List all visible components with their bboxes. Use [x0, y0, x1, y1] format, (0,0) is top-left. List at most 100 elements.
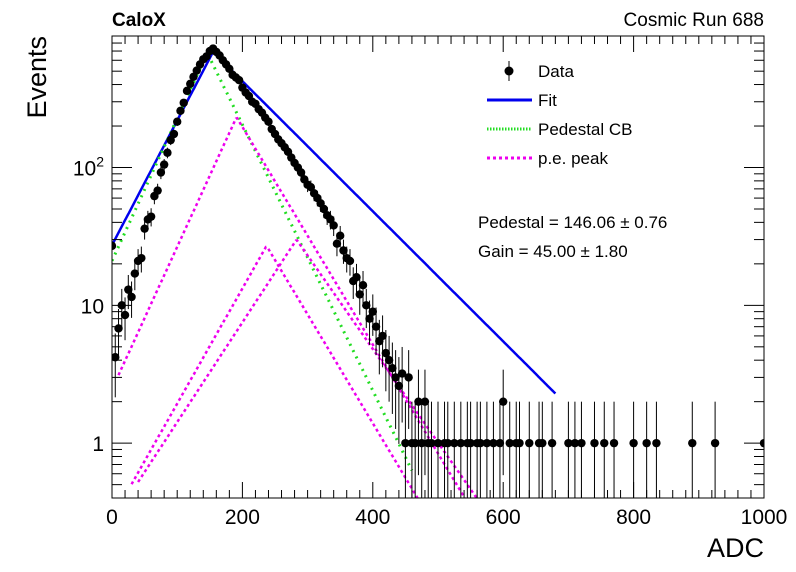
data-point: [410, 438, 420, 448]
data-point: [391, 373, 400, 382]
data-point: [600, 438, 609, 448]
data-point: [153, 186, 162, 195]
data-point: [505, 438, 514, 448]
data-point: [547, 438, 557, 448]
data-point: [495, 438, 505, 448]
data-point: [401, 438, 410, 448]
data-point: [120, 310, 130, 320]
data-point: [355, 290, 364, 299]
legend-data-marker: [504, 66, 514, 76]
pedestal-cb-curve: [112, 49, 414, 472]
data-point: [159, 160, 169, 169]
data-point: [358, 280, 368, 290]
data-point: [127, 292, 136, 302]
data-point: [163, 148, 172, 157]
data-point: [476, 438, 485, 448]
data-point: [710, 438, 720, 448]
data-point: [332, 239, 342, 248]
experiment-label: CaloX: [112, 10, 166, 31]
data-point: [384, 355, 394, 365]
plot-frame: [111, 35, 765, 499]
data-point: [609, 438, 619, 448]
data-point: [352, 273, 361, 282]
x-axis-label: ADC: [707, 533, 764, 563]
data-point: [388, 363, 397, 373]
data-point: [339, 246, 348, 255]
data-point: [688, 438, 697, 448]
pedestal-annotation: Pedestal = 146.06 ± 0.76: [478, 213, 667, 232]
legend-label: p.e. peak: [538, 149, 608, 168]
data-point: [140, 224, 149, 233]
data-point: [414, 397, 423, 406]
data-point: [564, 438, 573, 448]
data-point: [112, 353, 120, 362]
y-axis-label: Events: [22, 36, 52, 119]
data-point: [427, 438, 436, 448]
legend-label: Fit: [538, 91, 557, 110]
data-point: [417, 438, 426, 448]
data-point: [329, 221, 338, 230]
data-point: [378, 331, 387, 341]
data-point: [466, 438, 475, 448]
data-point: [499, 397, 508, 406]
data-point: [443, 438, 452, 448]
data-point: [368, 307, 377, 316]
data-point: [525, 438, 534, 448]
y-tick-labels: 1 10 102: [73, 154, 104, 457]
data-point: [264, 117, 273, 126]
x-tick-label: 0: [106, 506, 118, 529]
legend: Data Fit Pedestal CB p.e. peak: [487, 61, 633, 168]
legend-label: Pedestal CB: [538, 120, 633, 139]
data-point: [404, 373, 413, 382]
data-point: [394, 381, 404, 391]
data-point: [173, 117, 182, 126]
data-point: [114, 324, 123, 333]
data-point: [397, 369, 407, 378]
data-point: [538, 438, 547, 448]
data-point: [652, 438, 661, 448]
data-point: [112, 241, 117, 251]
data-point: [296, 168, 306, 177]
data-point: [489, 438, 498, 448]
data-point: [482, 438, 492, 448]
data-point: [137, 253, 146, 263]
data-point: [365, 314, 374, 323]
data-point: [156, 168, 166, 177]
legend-label: Data: [538, 62, 574, 81]
gain-annotation: Gain = 45.00 ± 1.80: [478, 242, 628, 261]
pe-peak-curve: [130, 245, 419, 498]
y-tick-label: 102: [73, 154, 104, 181]
data-point: [420, 397, 430, 406]
x-tick-label: 400: [355, 506, 390, 529]
x-tick-label: 200: [225, 506, 260, 529]
data-point: [130, 269, 140, 278]
data-point: [345, 256, 355, 266]
pe-peak-curve: [137, 239, 479, 498]
data-point: [590, 438, 599, 448]
data-point: [179, 98, 188, 107]
x-tick-labels: 0 200 400 600 800 1000: [106, 506, 787, 529]
data-point: [169, 129, 179, 139]
x-tick-label: 600: [486, 506, 521, 529]
data-point: [456, 438, 466, 448]
data-point: [515, 438, 524, 448]
data-point: [629, 438, 638, 448]
y-tick-label: 10: [81, 295, 104, 318]
data-point: [176, 106, 185, 115]
data-point: [362, 301, 371, 310]
data-points: [112, 44, 764, 448]
data-point: [433, 438, 443, 448]
data-point: [381, 348, 391, 358]
data-point: [146, 212, 156, 221]
data-point: [336, 231, 345, 240]
data-point: [186, 79, 195, 88]
data-point: [642, 438, 651, 448]
data-point: [450, 438, 459, 448]
data-point: [319, 204, 329, 214]
run-label: Cosmic Run 688: [624, 10, 764, 31]
data-point: [371, 322, 381, 331]
data-point: [570, 438, 580, 448]
data-point: [192, 66, 201, 75]
